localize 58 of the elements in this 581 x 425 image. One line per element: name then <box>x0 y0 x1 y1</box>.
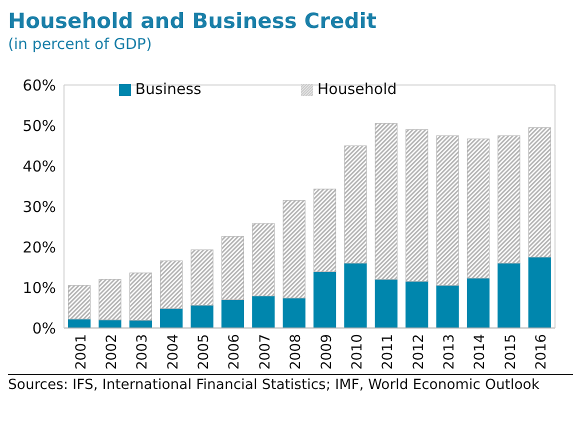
bar <box>498 262 520 328</box>
bar <box>221 299 244 328</box>
y-tick-label: 10% <box>22 278 56 297</box>
y-tick-label: 0% <box>32 319 56 338</box>
bar <box>436 285 459 328</box>
y-tick-label: 60% <box>22 76 56 94</box>
y-tick-label: 30% <box>22 198 56 216</box>
x-tick-label: 2006 <box>226 334 243 370</box>
bar <box>160 308 183 328</box>
bar <box>436 135 459 286</box>
chart-subtitle: (in percent of GDP) <box>8 34 153 54</box>
x-tick-label: 2008 <box>288 334 304 370</box>
x-tick-label: 2001 <box>73 334 90 370</box>
bar <box>190 305 214 328</box>
x-tick-label: 2015 <box>502 334 519 370</box>
bar <box>406 129 428 282</box>
bar <box>98 279 122 320</box>
x-tick-label: 2002 <box>104 334 120 370</box>
x-tick-label: 2003 <box>134 334 151 370</box>
bar <box>528 127 551 258</box>
bar <box>68 285 91 320</box>
bar <box>374 279 398 328</box>
x-tick-label: 2014 <box>472 334 488 370</box>
bar <box>160 260 183 309</box>
bar <box>466 138 490 278</box>
x-tick-label: 2016 <box>534 334 550 370</box>
bar <box>252 223 275 296</box>
bar <box>282 298 306 328</box>
legend-label: Business <box>135 80 202 98</box>
x-tick-label: 2013 <box>442 334 458 370</box>
bar <box>374 123 398 280</box>
bar <box>313 271 336 328</box>
bar <box>406 281 428 328</box>
x-tick-label: 2005 <box>196 334 212 370</box>
legend-label: Household <box>317 80 397 98</box>
bar <box>313 188 336 272</box>
bar <box>221 236 244 300</box>
x-tick-label: 2010 <box>349 334 366 370</box>
bar <box>129 272 152 321</box>
y-tick-label: 50% <box>22 116 56 135</box>
bar <box>190 250 214 306</box>
bar <box>498 135 520 264</box>
chart-title: Household and Business Credit <box>8 8 378 34</box>
bar <box>344 145 367 264</box>
y-tick-label: 40% <box>22 157 56 176</box>
bar <box>282 200 306 298</box>
x-tick-label: 2004 <box>165 334 182 370</box>
x-tick-label: 2007 <box>257 334 274 370</box>
source-note: Sources: IFS, International Financial Statistics; IMF, World Economic Outlook <box>8 374 573 393</box>
bar <box>252 296 275 328</box>
bar <box>344 262 367 328</box>
bar <box>528 256 551 328</box>
bar <box>98 320 122 328</box>
y-tick-label: 20% <box>22 238 56 256</box>
x-tick-label: 2011 <box>380 334 396 370</box>
x-tick-label: 2012 <box>410 334 427 370</box>
x-tick-label: 2009 <box>318 334 335 370</box>
bar <box>466 278 490 328</box>
